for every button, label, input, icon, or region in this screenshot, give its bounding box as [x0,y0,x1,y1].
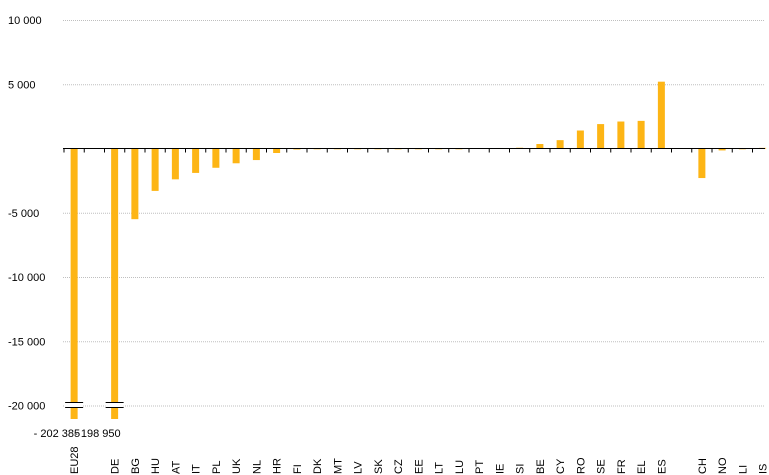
y-tick-label: 10 000 [8,15,42,27]
x-category-label: BG [130,458,142,474]
x-category-label: ES [656,459,668,474]
x-category-label: SE [596,459,608,474]
bar-fr [617,121,625,149]
x-category-label: LT [434,462,446,474]
x-category-label: LV [353,461,365,474]
bar-fi [293,148,301,150]
bar-es [657,81,665,149]
bar-hr [273,148,281,153]
bar-at [171,148,179,180]
bars [70,81,767,419]
y-tick-label: -5 000 [8,208,39,220]
bar-no [718,148,726,151]
bar-hu [151,148,159,191]
bar-el [637,120,645,149]
x-category-label: MT [332,458,344,474]
x-category-label: SK [373,459,385,474]
x-category-label: LI [737,465,749,474]
x-category-label: EE [413,459,425,474]
bar-pl [212,148,220,168]
x-category-label: IS [758,464,769,474]
x-category-label: FI [292,464,304,474]
y-tick-label: -15 000 [8,336,45,348]
bar-eu28 [70,148,78,419]
x-category-label: LU [454,460,466,474]
x-category-label: RO [575,457,587,474]
y-tick-label: 5 000 [8,79,36,91]
x-category-label: BE [535,459,547,474]
break-value-label: - 198 950 [74,428,120,440]
x-category-label: CH [697,458,709,474]
x-category-label: UK [231,458,243,474]
bar-nl [252,148,260,161]
x-category-label: NL [251,460,263,474]
bar-it [192,148,200,173]
x-category-label: CZ [393,459,405,474]
bar-uk [232,148,240,164]
axis-break-markers: - 202 385- 198 950 [34,402,124,440]
bar-ro [576,130,584,149]
y-axis-tick-labels: 10 000 5 000 -5 000 -10 000 -15 000 -20 000 [8,15,45,413]
bar-be [536,144,544,149]
x-category-label: SI [515,464,527,474]
break-value-label: - 202 385 [34,428,80,440]
bar-de [111,148,119,419]
bar-bg [131,148,139,220]
y-tick-label: -10 000 [8,272,45,284]
gridlines [63,20,765,407]
x-category-label: EL [636,461,648,474]
bar-cy [556,140,564,149]
x-axis-category-labels: EU28 DE BG HU AT IT PL UK NL HR FI DK MT LV SK CZ EE LT LU… [69,446,769,474]
y-tick-label: -20 000 [8,401,45,413]
break-gap [65,402,84,408]
bar-ch [698,148,706,179]
break-gap [105,402,124,408]
x-category-label: EU28 [69,446,81,474]
x-category-label: HR [272,458,284,474]
x-category-label: CY [555,458,567,474]
x-axis-ticks [63,148,753,153]
x-category-label: DK [312,458,324,474]
bar-se [597,124,605,149]
x-category-label: FR [616,459,628,474]
x-category-label: AT [170,460,182,474]
x-category-label: HU [150,458,162,474]
x-category-label: IE [494,464,506,474]
x-category-label: NO [717,457,729,474]
x-category-label: DE [110,459,122,474]
x-category-label: PT [474,460,486,474]
x-category-label: IT [191,464,203,474]
x-category-label: PL [211,461,223,474]
